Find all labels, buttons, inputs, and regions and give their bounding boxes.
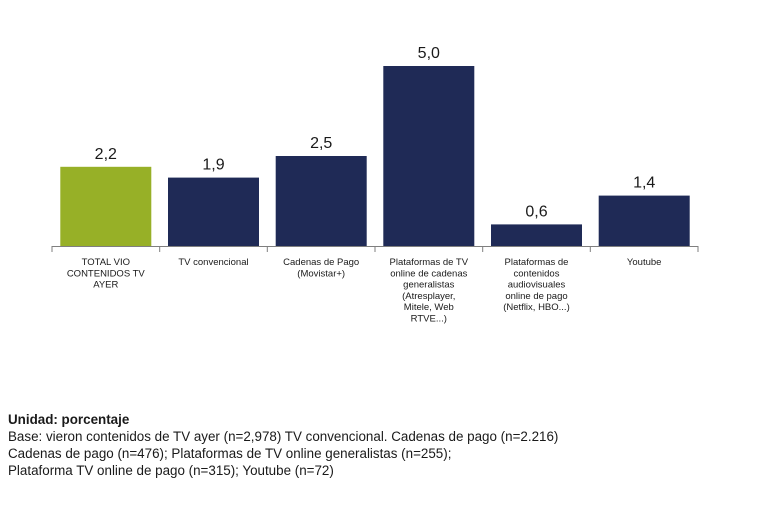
category-label-5: Plataformas de contenidos audiovisuales onl… (503, 257, 570, 313)
unit-label: Unidad: porcentaje (8, 412, 130, 427)
bar-6 (598, 195, 690, 246)
category-label-3: Cadenas de Pago (Movistar+) (283, 257, 359, 279)
chart-footnote: Unidad: porcentaje Base: vieron contenid… (8, 411, 748, 479)
value-label-4: 5,0 (418, 45, 440, 62)
bar-chart: 2,2 1,9 2,5 5,0 0,6 1,4 TOTAL VIO CONTENIDOS T… (51, 45, 699, 325)
bar-2 (168, 177, 259, 246)
category-label-1: TOTAL VIO CONTENIDOS TV AYER (67, 257, 146, 291)
category-label-2: TV convencional (178, 257, 248, 268)
bar-4 (383, 66, 475, 246)
footnote-line-3: Plataforma TV online de pago (n=315); Yo… (8, 463, 334, 478)
value-labels-group: 2,2 1,9 2,5 5,0 0,6 1,4 (95, 45, 656, 220)
x-axis (51, 246, 699, 252)
bar-5 (491, 224, 582, 246)
value-label-6: 1,4 (633, 175, 655, 192)
footnote-line-1: Base: vieron contenidos de TV ayer (n=2,… (8, 429, 559, 444)
bar-3 (275, 156, 367, 246)
value-label-5: 0,6 (525, 203, 547, 220)
value-label-2: 1,9 (202, 157, 224, 174)
category-label-6: Youtube (627, 257, 662, 268)
bar-1 (60, 166, 152, 246)
value-label-1: 2,2 (95, 146, 117, 163)
bars-group (60, 66, 690, 246)
value-label-3: 2,5 (310, 135, 332, 152)
footnote-line-2: Cadenas de pago (n=476); Plataformas de … (8, 446, 452, 461)
category-labels-group: TOTAL VIO CONTENIDOS TV AYER TV convenciona… (67, 257, 662, 325)
category-label-4: Plataformas de TV online de cadenas genera… (390, 257, 469, 325)
